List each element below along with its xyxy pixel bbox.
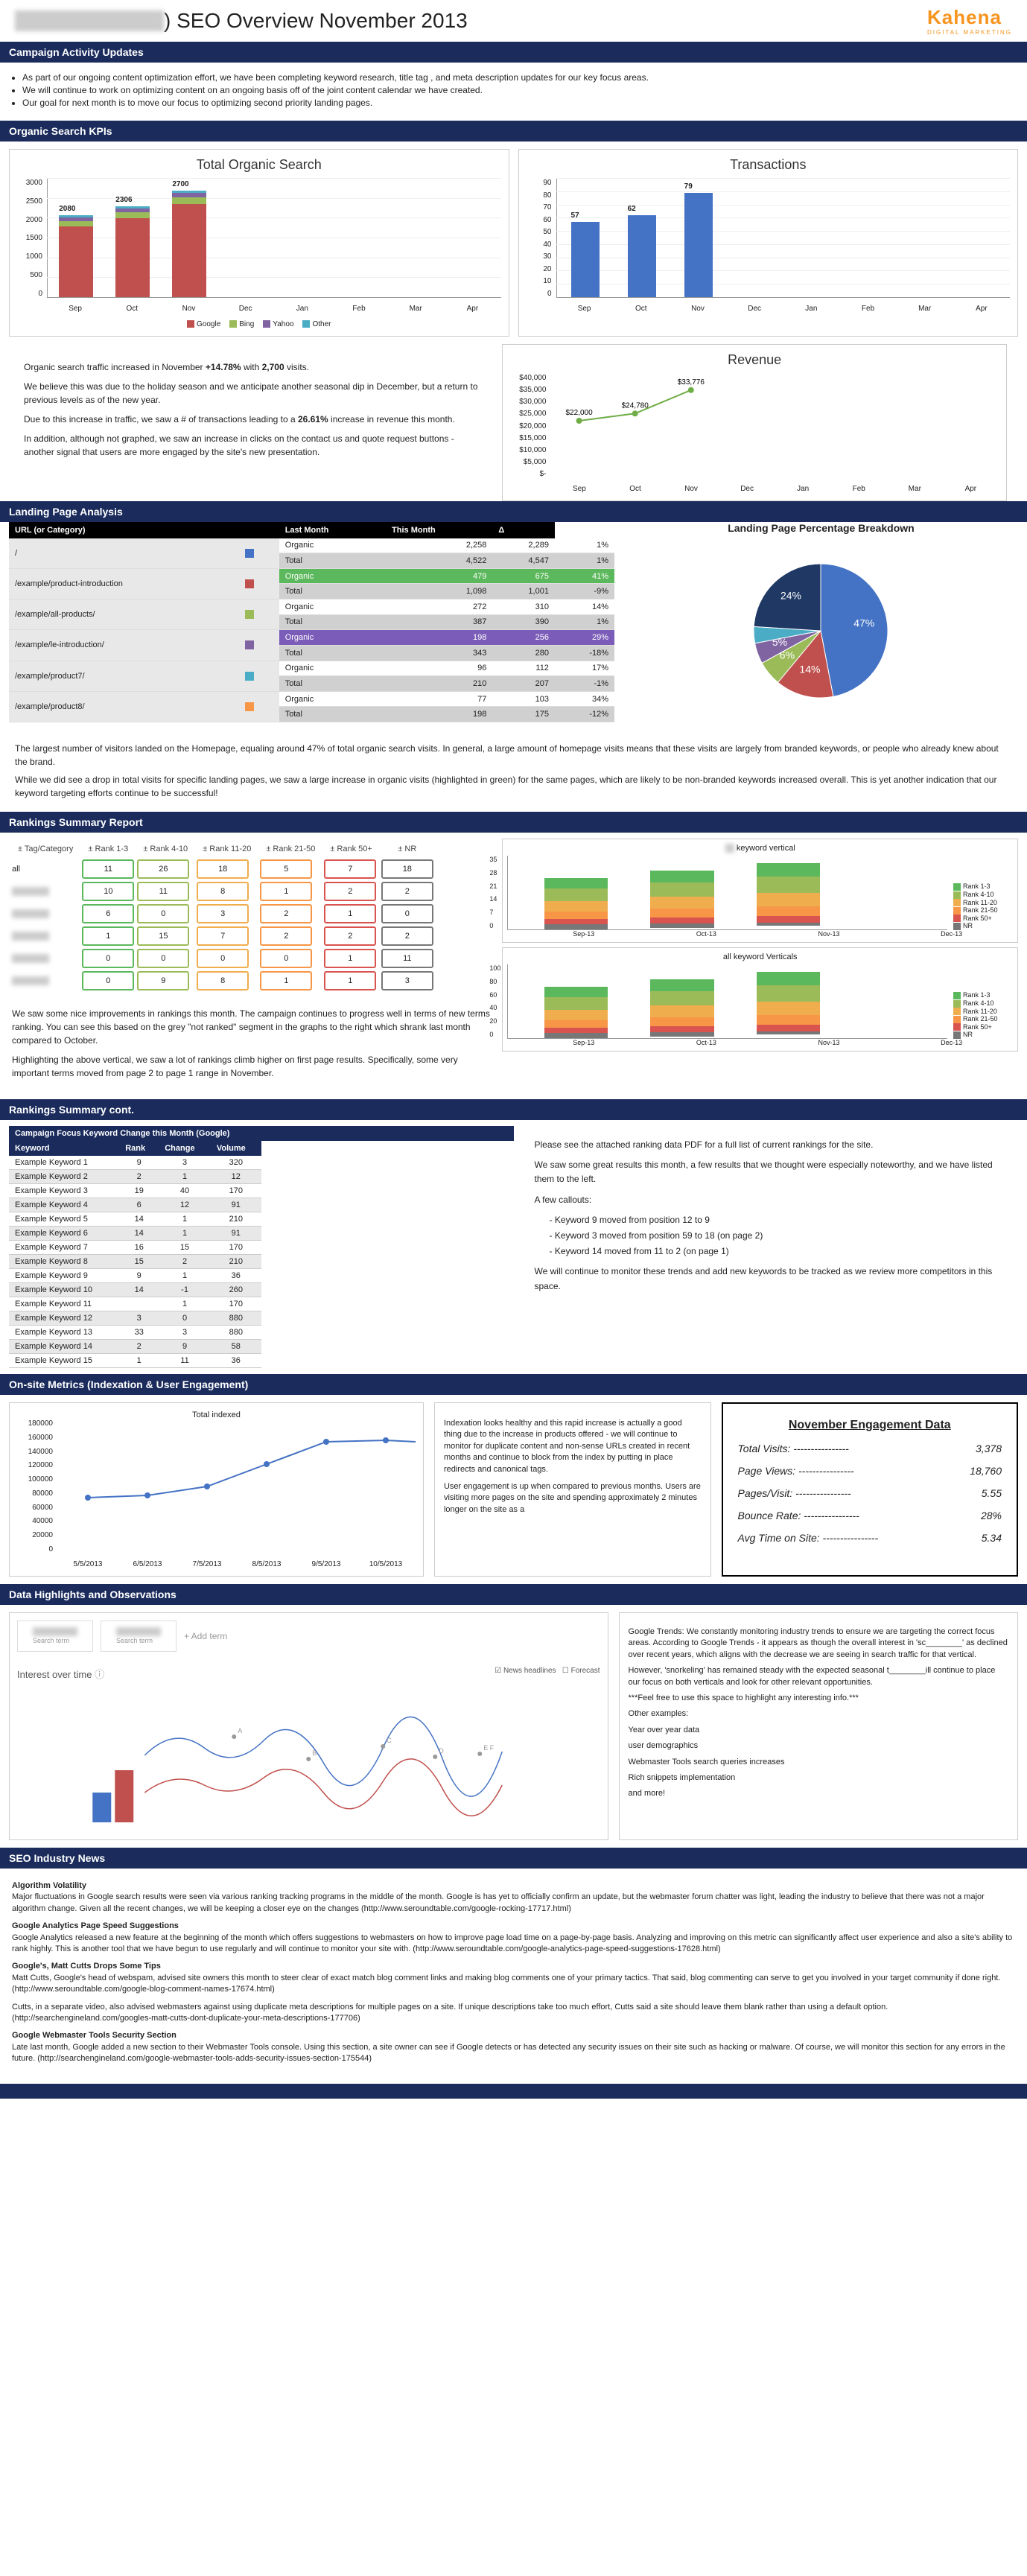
rankings-table: ± Tag/Category± Rank 1-3± Rank 4-10± Ran… <box>9 839 436 993</box>
svg-text:$33,776: $33,776 <box>678 378 705 387</box>
client-name-redacted <box>15 10 164 31</box>
svg-text:B: B <box>312 1749 317 1757</box>
keyword-table-title: Campaign Focus Keyword Change this Month… <box>9 1126 514 1141</box>
section-highlights: Data Highlights and Observations <box>0 1584 1027 1605</box>
total-organic-chart: Total Organic Search 0500100015002000250… <box>9 149 509 337</box>
landing-text: The largest number of visitors landed on… <box>0 730 1027 812</box>
rankings-charts: keyword vertical0714212835Rank 1-3Rank 4… <box>502 839 1018 1093</box>
svg-text:14%: 14% <box>800 664 821 675</box>
google-trends-image: Search term Search term + Add term Inter… <box>9 1612 608 1840</box>
section-rankings2: Rankings Summary cont. <box>0 1099 1027 1120</box>
svg-text:$24,780: $24,780 <box>622 401 649 410</box>
campaign-bullets: As part of our ongoing content optimizat… <box>0 63 1027 121</box>
keyword-side-text: Please see the attached ranking data PDF… <box>529 1126 1013 1368</box>
section-landing: Landing Page Analysis <box>0 501 1027 522</box>
svg-text:47%: 47% <box>854 617 875 629</box>
section-news: SEO Industry News <box>0 1848 1027 1869</box>
indexation-text: Indexation looks healthy and this rapid … <box>434 1402 711 1577</box>
page-title: ) SEO Overview November 2013 <box>164 9 468 33</box>
kpi-analysis-text: Organic search traffic increased in Nove… <box>9 344 493 501</box>
trends-text: Google Trends: We constantly monitoring … <box>619 1612 1018 1840</box>
footer-bar <box>0 2084 1027 2099</box>
svg-text:24%: 24% <box>780 589 801 601</box>
indexation-chart: Total indexed 02000040000600008000010000… <box>9 1402 424 1577</box>
landing-table: URL (or Category)Last MonthThis MonthΔ/O… <box>9 522 614 722</box>
svg-text:A: A <box>238 1727 242 1734</box>
logo: Kahena DIGITAL MARKETING <box>927 6 1012 36</box>
section-campaign: Campaign Activity Updates <box>0 42 1027 63</box>
section-rankings: Rankings Summary Report <box>0 812 1027 833</box>
revenue-chart: Revenue $-$5,000$10,000$15,000$20,000$25… <box>502 344 1007 501</box>
landing-pie: Landing Page Percentage Breakdown 47%14%… <box>629 522 1013 722</box>
svg-text:$22,000: $22,000 <box>566 409 594 417</box>
transactions-chart: Transactions 0102030405060708090576279Se… <box>518 149 1019 337</box>
svg-text:D: D <box>439 1747 444 1755</box>
page-header: ) SEO Overview November 2013 Kahena DIGI… <box>0 0 1027 42</box>
keyword-table: KeywordRankChangeVolumeExample Keyword 1… <box>9 1141 261 1368</box>
section-onsite: On-site Metrics (Indexation & User Engag… <box>0 1374 1027 1395</box>
news-content: Algorithm VolatilityMajor fluctuations i… <box>0 1869 1027 2076</box>
svg-text:E F: E F <box>483 1744 495 1752</box>
svg-text:C: C <box>387 1737 392 1744</box>
section-kpis: Organic Search KPIs <box>0 121 1027 141</box>
engagement-box: November Engagement Data Total Visits: -… <box>722 1402 1018 1577</box>
